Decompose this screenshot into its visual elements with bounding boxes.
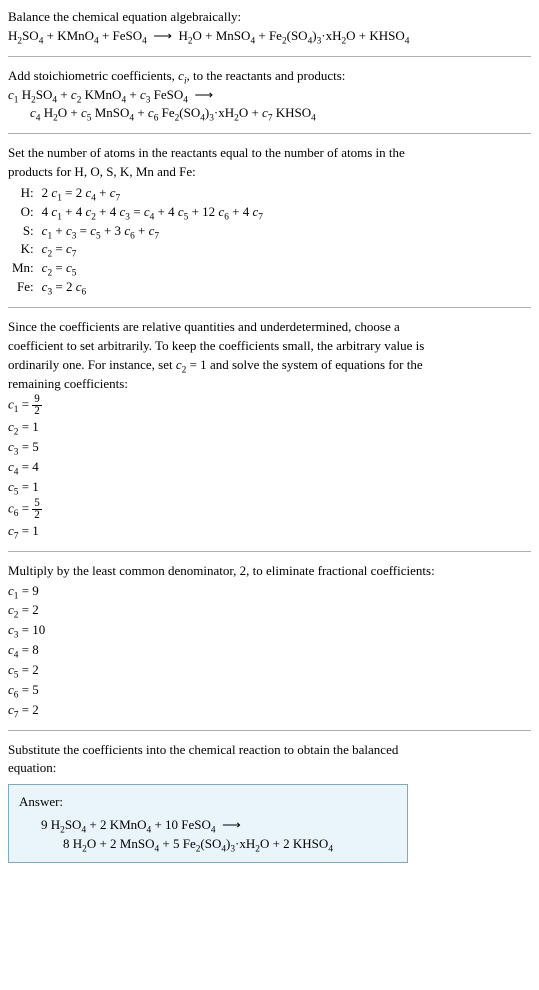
divider (8, 133, 531, 134)
table-row: K:c2 = c7 (8, 240, 267, 259)
element-equation: 2 c1 = 2 c4 + c7 (38, 184, 267, 203)
intro-equation: H2SO4 + KMnO4 + FeSO4 ⟶ H2O + MnSO4 + Fe… (8, 27, 531, 46)
final-text-2: equation: (8, 759, 531, 778)
solve-text-3: ordinarily one. For instance, set c2 = 1… (8, 356, 531, 375)
coefficient-list: c1 = 9 c2 = 2 c3 = 10 c4 = 8 c5 = 2 c6 =… (8, 582, 531, 720)
reaction-arrow: ⟶ (194, 87, 213, 102)
fraction: 52 (32, 498, 42, 521)
stoich-eq-line1: c1 H2SO4 + c2 KMnO4 + c3 FeSO4 ⟶ (8, 86, 531, 105)
coefficient-item: c1 = 9 (8, 582, 531, 601)
coefficient-item: c2 = 2 (8, 601, 531, 620)
stoich-section: Add stoichiometric coefficients, ci, to … (8, 67, 531, 124)
element-equation: c2 = c5 (38, 259, 267, 278)
atoms-section: Set the number of atoms in the reactants… (8, 144, 531, 297)
solve-text-1: Since the coefficients are relative quan… (8, 318, 531, 337)
element-label: H: (8, 184, 38, 203)
atom-equations-table: H:2 c1 = 2 c4 + c7 O:4 c1 + 4 c2 + 4 c3 … (8, 184, 267, 297)
table-row: H:2 c1 = 2 c4 + c7 (8, 184, 267, 203)
atoms-intro-2: products for H, O, S, K, Mn and Fe: (8, 163, 531, 182)
answer-box: Answer: 9 H2SO4 + 2 KMnO4 + 10 FeSO4 ⟶ 8… (8, 784, 408, 863)
coefficient-item: c5 = 1 (8, 478, 531, 497)
element-equation: 4 c1 + 4 c2 + 4 c3 = c4 + 4 c5 + 12 c6 +… (38, 203, 267, 222)
coefficient-list: c1 = 92 c2 = 1 c3 = 5 c4 = 4 c5 = 1 c6 =… (8, 394, 531, 540)
solve-section: Since the coefficients are relative quan… (8, 318, 531, 541)
table-row: Mn:c2 = c5 (8, 259, 267, 278)
text-part: , to the reactants and products: (187, 68, 346, 83)
element-equation: c3 = 2 c6 (38, 278, 267, 297)
answer-label: Answer: (19, 793, 397, 812)
fraction: 92 (32, 394, 42, 417)
table-row: Fe:c3 = 2 c6 (8, 278, 267, 297)
divider (8, 551, 531, 552)
multiply-section: Multiply by the least common denominator… (8, 562, 531, 720)
final-text-1: Substitute the coefficients into the che… (8, 741, 531, 760)
coefficient-item: c7 = 2 (8, 701, 531, 720)
coefficient-item: c6 = 52 (8, 498, 531, 521)
coefficient-item: c3 = 5 (8, 438, 531, 457)
final-section: Substitute the coefficients into the che… (8, 741, 531, 863)
table-row: O:4 c1 + 4 c2 + 4 c3 = c4 + 4 c5 + 12 c6… (8, 203, 267, 222)
text-part: Add stoichiometric coefficients, (8, 68, 178, 83)
table-row: S:c1 + c3 = c5 + 3 c6 + c7 (8, 222, 267, 241)
element-label: S: (8, 222, 38, 241)
solve-text-2: coefficient to set arbitrarily. To keep … (8, 337, 531, 356)
multiply-text: Multiply by the least common denominator… (8, 562, 531, 581)
stoich-text: Add stoichiometric coefficients, ci, to … (8, 67, 531, 86)
atoms-intro-1: Set the number of atoms in the reactants… (8, 144, 531, 163)
coefficient-item: c7 = 1 (8, 522, 531, 541)
element-equation: c1 + c3 = c5 + 3 c6 + c7 (38, 222, 267, 241)
coefficient-item: c1 = 92 (8, 394, 531, 417)
solve-text-4: remaining coefficients: (8, 375, 531, 394)
intro-section: Balance the chemical equation algebraica… (8, 8, 531, 46)
divider (8, 307, 531, 308)
coefficient-item: c5 = 2 (8, 661, 531, 680)
answer-eq-line1: 9 H2SO4 + 2 KMnO4 + 10 FeSO4 ⟶ (19, 816, 397, 835)
text-part: ordinarily one. For instance, set (8, 357, 176, 372)
answer-eq-line2: 8 H2O + 2 MnSO4 + 5 Fe2(SO4)3·xH2O + 2 K… (19, 835, 397, 854)
coefficient-item: c3 = 10 (8, 621, 531, 640)
element-label: O: (8, 203, 38, 222)
reaction-arrow: ⟶ (222, 817, 241, 832)
reaction-arrow: ⟶ (153, 28, 172, 43)
coefficient-item: c4 = 4 (8, 458, 531, 477)
text-part: and solve the system of equations for th… (207, 357, 423, 372)
intro-text: Balance the chemical equation algebraica… (8, 8, 531, 27)
element-label: Mn: (8, 259, 38, 278)
divider (8, 730, 531, 731)
element-label: K: (8, 240, 38, 259)
divider (8, 56, 531, 57)
stoich-eq-line2: c4 H2O + c5 MnSO4 + c6 Fe2(SO4)3·xH2O + … (8, 104, 531, 123)
coefficient-item: c6 = 5 (8, 681, 531, 700)
coefficient-item: c2 = 1 (8, 418, 531, 437)
coefficient-item: c4 = 8 (8, 641, 531, 660)
element-equation: c2 = c7 (38, 240, 267, 259)
element-label: Fe: (8, 278, 38, 297)
